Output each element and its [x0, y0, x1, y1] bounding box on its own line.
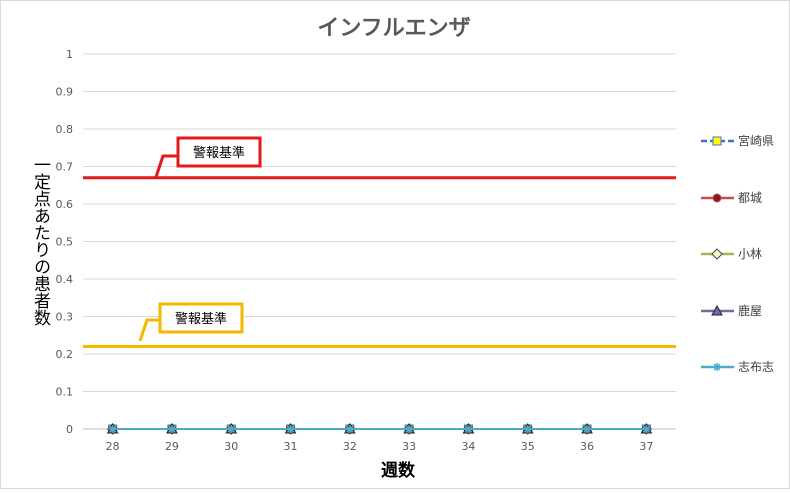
x-axis-ticks: 28 29 30 31 32 33 34 35 36 37	[106, 440, 654, 453]
series-4-point-0	[108, 425, 117, 433]
x-tick-label-6: 34	[461, 440, 475, 453]
y-axis-ticks: 0 0.1 0.2 0.3 0.4 0.5 0.6 0.7 0.8 0.9 1	[56, 48, 74, 436]
x-tick-label-8: 36	[580, 440, 594, 453]
series-4-point-4	[345, 425, 354, 433]
callout-label-0: 警報基準	[193, 145, 245, 161]
x-tick-label-4: 32	[343, 440, 357, 453]
x-axis-label: 週数	[381, 460, 416, 481]
y-tick-label-7: 0.7	[56, 161, 74, 174]
y-tick-label-0: 0	[66, 423, 73, 436]
series-4-point-3	[286, 425, 295, 433]
callout-tail-0	[154, 154, 178, 178]
legend-label-4: 志布志	[738, 360, 774, 374]
legend-label-3: 鹿屋	[738, 303, 762, 318]
y-tick-label-2: 0.2	[56, 348, 74, 361]
legend-marker-2	[711, 248, 723, 260]
x-tick-label-9: 37	[639, 440, 653, 453]
legend-marker-4	[713, 363, 721, 371]
legend-label-0: 宮崎県	[738, 133, 774, 148]
series-4-point-9	[642, 425, 651, 433]
legend-label-1: 都城	[738, 191, 762, 205]
legend-label-2: 小林	[738, 247, 762, 261]
series-4-point-2	[227, 425, 236, 433]
legend-marker-1	[712, 193, 722, 203]
y-tick-label-4: 0.4	[56, 273, 74, 286]
y-tick-label-1: 0.1	[56, 386, 74, 399]
series-4-point-7	[523, 425, 532, 433]
callout-tail-1	[138, 318, 160, 342]
x-tick-label-3: 31	[284, 440, 298, 453]
legend-marker-0	[712, 136, 722, 146]
callout-box-0	[176, 136, 262, 168]
series-4-point-8	[583, 425, 592, 433]
y-axis-label: 一定点あたりの患者数	[30, 156, 51, 326]
series-group	[106, 422, 653, 435]
x-tick-label-5: 33	[402, 440, 416, 453]
x-tick-label-2: 30	[224, 440, 238, 453]
y-tick-label-9: 0.9	[56, 86, 74, 99]
x-tick-label-1: 29	[165, 440, 179, 453]
grid	[83, 53, 676, 430]
x-tick-label-0: 28	[106, 440, 120, 453]
series-4-point-1	[167, 425, 176, 433]
y-tick-label-6: 0.6	[56, 198, 74, 211]
reference-lines	[83, 176, 676, 348]
y-tick-label-10: 1	[66, 48, 73, 61]
callout-label-1: 警報基準	[175, 311, 227, 327]
callout-box-1	[158, 302, 244, 334]
chart-title: インフルエンザ	[317, 16, 470, 41]
x-tick-label-7: 35	[521, 440, 535, 453]
y-tick-label-3: 0.3	[56, 311, 74, 324]
series-4-point-5	[405, 425, 414, 433]
y-tick-label-5: 0.5	[56, 236, 74, 249]
legend-marker-3	[711, 304, 723, 316]
series-4-point-6	[464, 425, 473, 433]
y-tick-label-8: 0.8	[56, 123, 74, 136]
